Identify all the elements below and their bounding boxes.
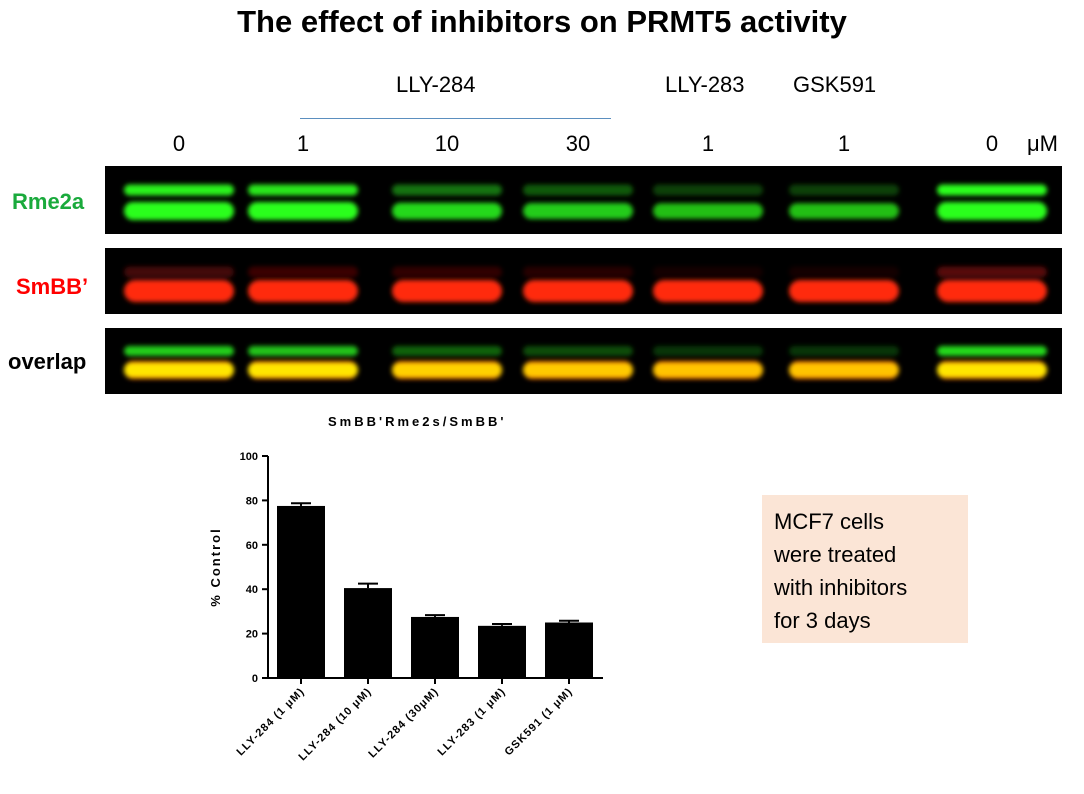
y-tick-label: 100 bbox=[240, 451, 258, 463]
conc-label: 0 bbox=[172, 131, 186, 156]
overlap-band-lower bbox=[937, 363, 1047, 377]
bar bbox=[478, 625, 526, 678]
overlap-band-upper bbox=[789, 346, 899, 356]
rme2a-band-upper bbox=[789, 184, 899, 196]
y-tick-label: 40 bbox=[246, 584, 258, 596]
y-axis-label: % Control bbox=[208, 527, 223, 606]
western-blot-image bbox=[105, 166, 1062, 394]
x-tick-label: LLY-284 (10 μM) bbox=[297, 686, 375, 764]
note-box: MCF7 cells were treated with inhibitors … bbox=[762, 495, 968, 643]
smbb-band-lower bbox=[124, 280, 234, 302]
bar bbox=[277, 505, 325, 678]
conc-label: 30 bbox=[565, 131, 591, 156]
y-tick-label: 20 bbox=[246, 629, 258, 641]
bar bbox=[344, 588, 392, 678]
y-tick-label: 60 bbox=[246, 540, 258, 552]
overlap-band-lower bbox=[789, 363, 899, 377]
conc-label: 1 bbox=[837, 131, 851, 156]
rme2a-band-upper bbox=[124, 184, 234, 196]
overlap-band-upper bbox=[124, 346, 234, 356]
x-tick-label: GSK591 (1 μM) bbox=[503, 686, 576, 759]
group-label-gsk591: GSK591 bbox=[793, 72, 877, 97]
smbb-band-upper bbox=[124, 266, 234, 278]
unit-label: μM bbox=[1027, 131, 1059, 156]
conc-label: 1 bbox=[701, 131, 715, 156]
smbb-band-upper bbox=[392, 266, 502, 278]
smbb-band-lower bbox=[789, 280, 899, 302]
rme2a-band-upper bbox=[937, 184, 1047, 196]
note-line: MCF7 cells bbox=[774, 509, 885, 534]
overlap-band-lower bbox=[653, 363, 763, 377]
group-underline bbox=[300, 118, 611, 119]
x-tick-label: LLY-284 (1 μM) bbox=[235, 686, 308, 759]
row-label-smbb: SmBB’ bbox=[16, 274, 89, 299]
group-label-lly284: LLY-284 bbox=[396, 72, 476, 97]
overlap-band-upper bbox=[937, 346, 1047, 356]
conc-label: 10 bbox=[434, 131, 460, 156]
smbb-band-lower bbox=[392, 280, 502, 302]
overlap-band-lower bbox=[124, 363, 234, 377]
rme2a-band-upper bbox=[248, 184, 358, 196]
rme2a-band-lower bbox=[248, 202, 358, 220]
overlap-band-upper bbox=[523, 346, 633, 356]
smbb-band-upper bbox=[653, 266, 763, 278]
y-tick-label: 0 bbox=[252, 673, 258, 685]
smbb-band-lower bbox=[937, 280, 1047, 302]
overlap-band-upper bbox=[392, 346, 502, 356]
rme2a-band-upper bbox=[653, 184, 763, 196]
conc-label: 1 bbox=[296, 131, 310, 156]
rme2a-band-lower bbox=[392, 202, 502, 220]
chart-title: SmBB'Rme2s/SmBB' bbox=[328, 414, 507, 429]
smbb-band-upper bbox=[248, 266, 358, 278]
smbb-band-upper bbox=[937, 266, 1047, 278]
rme2a-band-lower bbox=[789, 203, 899, 219]
smbb-band-upper bbox=[789, 266, 899, 278]
rme2a-band-lower bbox=[124, 202, 234, 220]
rme2a-band-upper bbox=[392, 184, 502, 196]
bar bbox=[545, 622, 593, 678]
x-tick-label: LLY-284 (30μM) bbox=[366, 686, 441, 761]
row-label-rme2a: Rme2a bbox=[12, 189, 85, 214]
y-tick-label: 80 bbox=[246, 495, 258, 507]
smbb-band-lower bbox=[653, 280, 763, 302]
note-line: with inhibitors bbox=[774, 575, 908, 600]
rme2a-band-lower bbox=[937, 202, 1047, 220]
conc-label: 0 bbox=[985, 131, 999, 156]
rme2a-band-lower bbox=[653, 203, 763, 219]
page-title: The effect of inhibitors on PRMT5 activi… bbox=[237, 4, 847, 39]
note-line: were treated bbox=[774, 542, 897, 567]
group-label-lly283: LLY-283 bbox=[665, 72, 745, 97]
overlap-band-upper bbox=[653, 346, 763, 356]
note-line: for 3 days bbox=[774, 608, 871, 633]
smbb-band-lower bbox=[248, 280, 358, 302]
x-tick-label: LLY-283 (1 μM) bbox=[436, 686, 509, 759]
smbb-band-upper bbox=[523, 266, 633, 278]
smbb-band-lower bbox=[523, 280, 633, 302]
rme2a-band-upper bbox=[523, 184, 633, 196]
overlap-band-lower bbox=[392, 363, 502, 377]
row-label-overlap: overlap bbox=[8, 349, 87, 374]
bar bbox=[411, 616, 459, 678]
rme2a-band-lower bbox=[523, 203, 633, 219]
overlap-band-upper bbox=[248, 346, 358, 356]
overlap-band-lower bbox=[523, 363, 633, 377]
overlap-band-lower bbox=[248, 363, 358, 377]
